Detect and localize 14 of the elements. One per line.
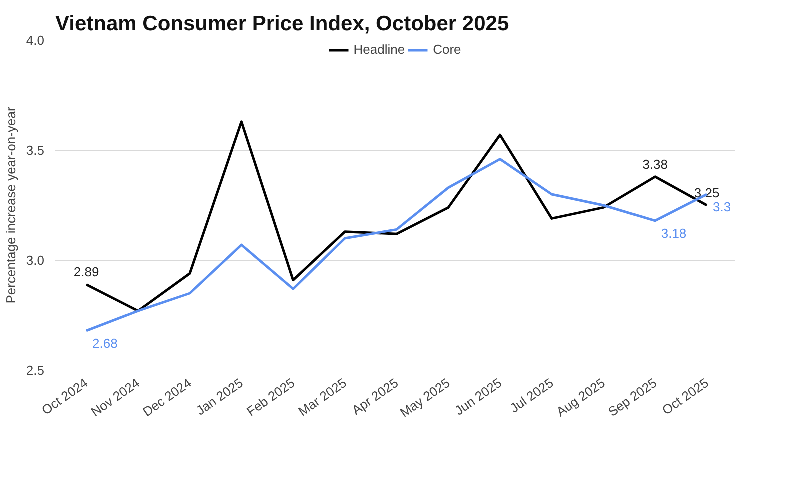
data-label: 3.38 <box>642 156 668 172</box>
y-axis-title: Percentage increase year-on-year <box>3 106 18 304</box>
data-label: 3.25 <box>694 186 720 200</box>
chart-title: Vietnam Consumer Price Index, October 2025 <box>56 12 510 36</box>
y-tick-label: 3.0 <box>26 253 45 268</box>
data-label: 3.18 <box>661 226 687 241</box>
legend-label: Core <box>433 42 462 57</box>
legend-label: Headline <box>354 42 406 57</box>
data-label: 2.89 <box>74 264 100 280</box>
y-tick-label: 4.0 <box>26 33 45 48</box>
y-tick-label: 2.5 <box>26 363 45 378</box>
data-label: 3.3 <box>713 200 732 214</box>
data-label: 2.68 <box>92 336 118 351</box>
y-tick-label: 3.5 <box>26 143 45 158</box>
